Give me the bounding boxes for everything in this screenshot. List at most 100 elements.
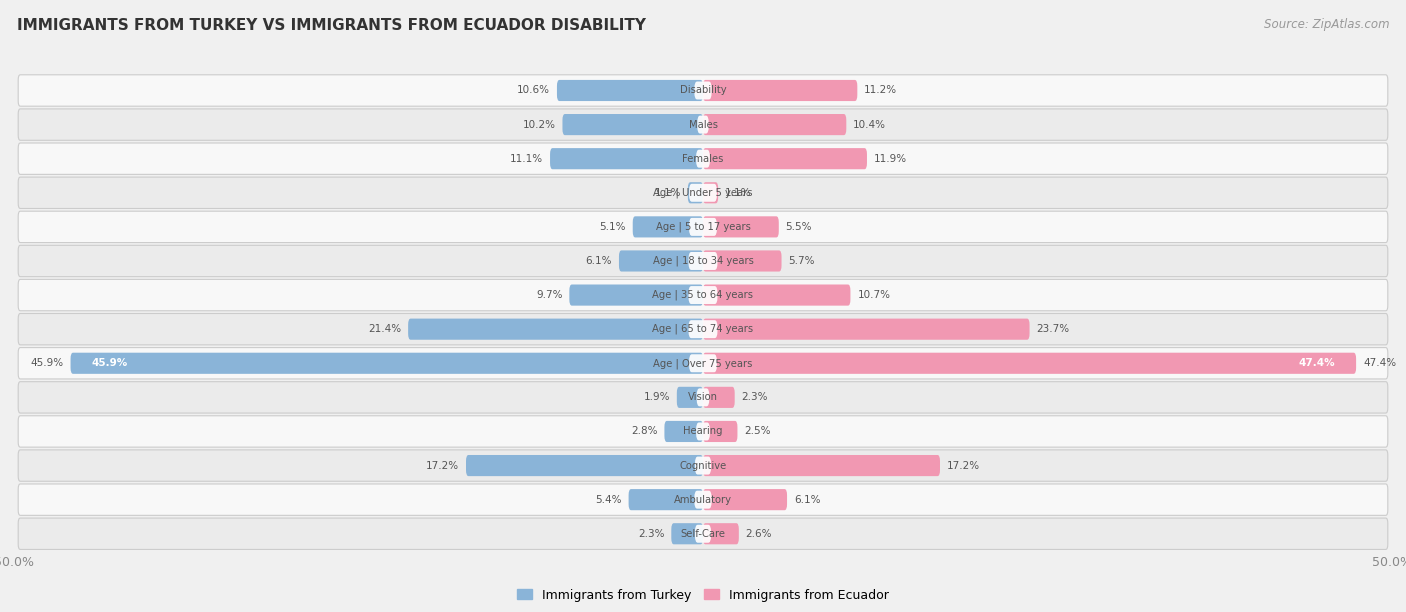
FancyBboxPatch shape <box>697 116 709 133</box>
FancyBboxPatch shape <box>703 182 718 203</box>
Text: Source: ZipAtlas.com: Source: ZipAtlas.com <box>1264 18 1389 31</box>
FancyBboxPatch shape <box>550 148 703 170</box>
FancyBboxPatch shape <box>18 313 1388 345</box>
Text: Ambulatory: Ambulatory <box>673 494 733 505</box>
FancyBboxPatch shape <box>619 250 703 272</box>
Text: 10.2%: 10.2% <box>523 119 555 130</box>
Text: 2.8%: 2.8% <box>631 427 658 436</box>
Text: Age | Under 5 years: Age | Under 5 years <box>654 187 752 198</box>
Text: 11.2%: 11.2% <box>865 86 897 95</box>
FancyBboxPatch shape <box>696 150 710 168</box>
FancyBboxPatch shape <box>703 421 738 442</box>
FancyBboxPatch shape <box>665 421 703 442</box>
Text: 1.9%: 1.9% <box>644 392 669 402</box>
Text: 5.5%: 5.5% <box>786 222 813 232</box>
FancyBboxPatch shape <box>18 518 1388 550</box>
FancyBboxPatch shape <box>18 382 1388 413</box>
Text: 9.7%: 9.7% <box>536 290 562 300</box>
Text: Disability: Disability <box>679 86 727 95</box>
Text: Males: Males <box>689 119 717 130</box>
Text: 17.2%: 17.2% <box>426 461 460 471</box>
FancyBboxPatch shape <box>18 280 1388 311</box>
FancyBboxPatch shape <box>689 252 717 270</box>
FancyBboxPatch shape <box>18 450 1388 481</box>
Text: 11.1%: 11.1% <box>510 154 543 163</box>
FancyBboxPatch shape <box>703 216 779 237</box>
Text: Hearing: Hearing <box>683 427 723 436</box>
Text: 6.1%: 6.1% <box>794 494 821 505</box>
FancyBboxPatch shape <box>695 81 711 100</box>
FancyBboxPatch shape <box>703 114 846 135</box>
FancyBboxPatch shape <box>676 387 703 408</box>
FancyBboxPatch shape <box>569 285 703 305</box>
FancyBboxPatch shape <box>695 457 711 474</box>
FancyBboxPatch shape <box>689 286 717 304</box>
FancyBboxPatch shape <box>18 75 1388 106</box>
FancyBboxPatch shape <box>703 319 1029 340</box>
Text: Age | 5 to 17 years: Age | 5 to 17 years <box>655 222 751 232</box>
FancyBboxPatch shape <box>703 387 735 408</box>
Text: Age | Over 75 years: Age | Over 75 years <box>654 358 752 368</box>
Text: 45.9%: 45.9% <box>91 358 128 368</box>
FancyBboxPatch shape <box>696 422 710 441</box>
Text: 17.2%: 17.2% <box>946 461 980 471</box>
FancyBboxPatch shape <box>18 143 1388 174</box>
Text: 2.5%: 2.5% <box>744 427 770 436</box>
FancyBboxPatch shape <box>628 489 703 510</box>
Text: Females: Females <box>682 154 724 163</box>
Text: 5.7%: 5.7% <box>789 256 815 266</box>
FancyBboxPatch shape <box>689 354 717 372</box>
FancyBboxPatch shape <box>703 353 1357 374</box>
Text: 23.7%: 23.7% <box>1036 324 1070 334</box>
FancyBboxPatch shape <box>689 320 717 338</box>
FancyBboxPatch shape <box>689 184 717 202</box>
FancyBboxPatch shape <box>18 484 1388 515</box>
FancyBboxPatch shape <box>689 218 717 236</box>
FancyBboxPatch shape <box>557 80 703 101</box>
FancyBboxPatch shape <box>703 250 782 272</box>
FancyBboxPatch shape <box>703 455 941 476</box>
Text: 1.1%: 1.1% <box>654 188 681 198</box>
Text: 21.4%: 21.4% <box>368 324 401 334</box>
Text: 2.3%: 2.3% <box>741 392 768 402</box>
FancyBboxPatch shape <box>562 114 703 135</box>
Text: Age | 35 to 64 years: Age | 35 to 64 years <box>652 290 754 300</box>
FancyBboxPatch shape <box>697 389 709 406</box>
FancyBboxPatch shape <box>18 416 1388 447</box>
Text: 45.9%: 45.9% <box>31 358 63 368</box>
FancyBboxPatch shape <box>671 523 703 544</box>
Text: 10.4%: 10.4% <box>853 119 886 130</box>
Text: Vision: Vision <box>688 392 718 402</box>
Text: 2.3%: 2.3% <box>638 529 665 539</box>
FancyBboxPatch shape <box>703 148 868 170</box>
Text: 5.1%: 5.1% <box>599 222 626 232</box>
FancyBboxPatch shape <box>703 80 858 101</box>
Text: 10.7%: 10.7% <box>858 290 890 300</box>
FancyBboxPatch shape <box>18 211 1388 242</box>
FancyBboxPatch shape <box>695 524 711 543</box>
FancyBboxPatch shape <box>703 523 738 544</box>
FancyBboxPatch shape <box>408 319 703 340</box>
Text: 1.1%: 1.1% <box>725 188 752 198</box>
FancyBboxPatch shape <box>70 353 703 374</box>
Text: IMMIGRANTS FROM TURKEY VS IMMIGRANTS FROM ECUADOR DISABILITY: IMMIGRANTS FROM TURKEY VS IMMIGRANTS FRO… <box>17 18 645 34</box>
FancyBboxPatch shape <box>633 216 703 237</box>
Text: 5.4%: 5.4% <box>595 494 621 505</box>
Text: Cognitive: Cognitive <box>679 461 727 471</box>
FancyBboxPatch shape <box>695 491 711 509</box>
Text: Age | 65 to 74 years: Age | 65 to 74 years <box>652 324 754 334</box>
Text: 10.6%: 10.6% <box>517 86 550 95</box>
Text: 6.1%: 6.1% <box>585 256 612 266</box>
FancyBboxPatch shape <box>18 348 1388 379</box>
Text: 2.6%: 2.6% <box>745 529 772 539</box>
FancyBboxPatch shape <box>465 455 703 476</box>
FancyBboxPatch shape <box>18 109 1388 140</box>
FancyBboxPatch shape <box>703 489 787 510</box>
Legend: Immigrants from Turkey, Immigrants from Ecuador: Immigrants from Turkey, Immigrants from … <box>512 584 894 606</box>
Text: Self-Care: Self-Care <box>681 529 725 539</box>
FancyBboxPatch shape <box>18 245 1388 277</box>
Text: 47.4%: 47.4% <box>1362 358 1396 368</box>
Text: 47.4%: 47.4% <box>1299 358 1336 368</box>
FancyBboxPatch shape <box>18 177 1388 209</box>
FancyBboxPatch shape <box>688 182 703 203</box>
